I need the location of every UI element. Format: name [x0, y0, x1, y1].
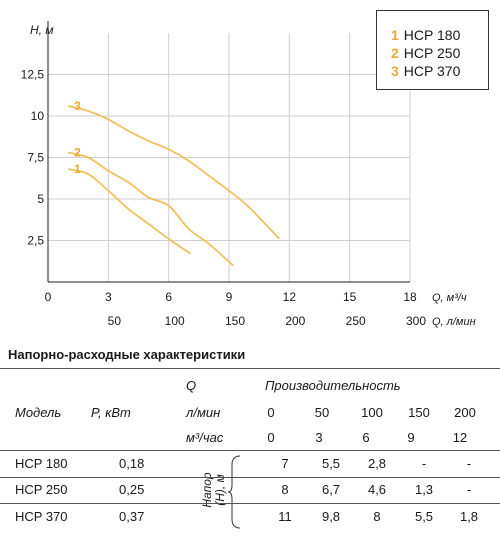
y-tick-label: 12,5 [21, 68, 45, 82]
x-tick-label: 6 [165, 290, 172, 304]
series-line [67, 168, 192, 255]
row-divider [0, 477, 500, 478]
legend-item: 3 HCP 370 [391, 63, 460, 79]
lpm-value: 50 [314, 405, 330, 420]
legend-number: 2 [391, 45, 399, 61]
head-value: 2,8 [367, 456, 387, 471]
x-tick-label-secondary: 100 [165, 314, 185, 328]
row-model: HCP 180 [15, 456, 68, 471]
legend-model: HCP 370 [403, 63, 461, 79]
table-title: Напорно-расходные характеристики [8, 347, 246, 362]
x-axis-label-secondary: Q, л/мин [432, 316, 476, 328]
head-value: 1,8 [459, 509, 479, 524]
head-value: - [466, 456, 472, 471]
m3h-value: 9 [407, 430, 415, 445]
head-value: 8 [281, 482, 289, 497]
x-tick-label: 12 [283, 290, 297, 304]
x-tick-label: 9 [226, 290, 233, 304]
row-model: HCP 250 [15, 482, 68, 497]
m3h-value: 0 [267, 430, 275, 445]
row-model: HCP 370 [15, 509, 68, 524]
legend-item: 2 HCP 250 [391, 45, 460, 61]
table-header-rule [0, 450, 500, 451]
legend-item: 1 HCP 180 [391, 27, 460, 43]
x-tick-label: 18 [403, 290, 417, 304]
head-brace [228, 455, 241, 529]
y-axis-label: H, м [30, 23, 54, 37]
legend-model: HCP 250 [403, 45, 461, 61]
x-tick-label: 15 [343, 290, 357, 304]
head-value: 1,3 [414, 482, 434, 497]
lpm-value: 0 [267, 405, 275, 420]
head-value: 7 [281, 456, 289, 471]
legend-number: 1 [391, 27, 399, 43]
chart-series [67, 105, 280, 267]
head-value: 11 [278, 509, 292, 524]
head-value: 9,8 [321, 509, 341, 524]
x-tick-label-secondary: 200 [285, 314, 305, 328]
row-power: 0,37 [119, 509, 145, 524]
lpm-value: 200 [454, 405, 476, 420]
row-divider [0, 503, 500, 504]
series-line [67, 151, 234, 267]
row-power: 0,18 [119, 456, 145, 471]
m3h-value: 6 [362, 430, 370, 445]
lpm-value: 100 [361, 405, 383, 420]
lpm-value: 150 [408, 405, 430, 420]
legend-model: HCP 180 [403, 27, 461, 43]
x-tick-label: 3 [105, 290, 112, 304]
power-header: P, кВт [91, 405, 131, 420]
head-value: - [466, 482, 472, 497]
legend-number: 3 [391, 63, 399, 79]
lpm-unit: л/мин [186, 405, 221, 420]
table-top-rule [0, 368, 500, 369]
head-value: - [421, 456, 427, 471]
chart-legend: 1 HCP 180 2 HCP 250 3 HCP 370 [376, 10, 489, 90]
chart-labels: 1 2 3 [74, 99, 81, 176]
head-value: 5,5 [321, 456, 341, 471]
y-tick-label: 7,5 [27, 151, 44, 165]
head-value: 4,6 [367, 482, 387, 497]
performance-label: Производительность [265, 378, 401, 393]
y-tick-label: 5 [37, 192, 44, 206]
series-label: 2 [74, 146, 81, 160]
x-tick-label-secondary: 50 [108, 314, 122, 328]
q-symbol: Q [186, 378, 197, 393]
series-line [67, 105, 280, 240]
m3h-value: 12 [452, 430, 468, 445]
x-tick-label-secondary: 150 [225, 314, 245, 328]
chart-grid [48, 33, 411, 282]
head-value: 5,5 [414, 509, 434, 524]
m3h-value: 3 [315, 430, 323, 445]
series-label: 1 [74, 162, 81, 176]
model-header: Модель [15, 405, 62, 420]
series-label: 3 [74, 99, 81, 113]
m3h-unit: м³/час [186, 430, 224, 445]
y-tick-label: 10 [31, 109, 45, 123]
y-tick-label: 2,5 [27, 234, 44, 248]
head-value: 8 [373, 509, 381, 524]
row-power: 0,25 [119, 482, 145, 497]
x-tick-label-secondary: 300 [406, 314, 426, 328]
x-axis-label: Q, м³/ч [432, 292, 467, 304]
x-tick-label-secondary: 250 [346, 314, 366, 328]
x-tick-label: 0 [45, 290, 52, 304]
head-value: 6,7 [321, 482, 341, 497]
